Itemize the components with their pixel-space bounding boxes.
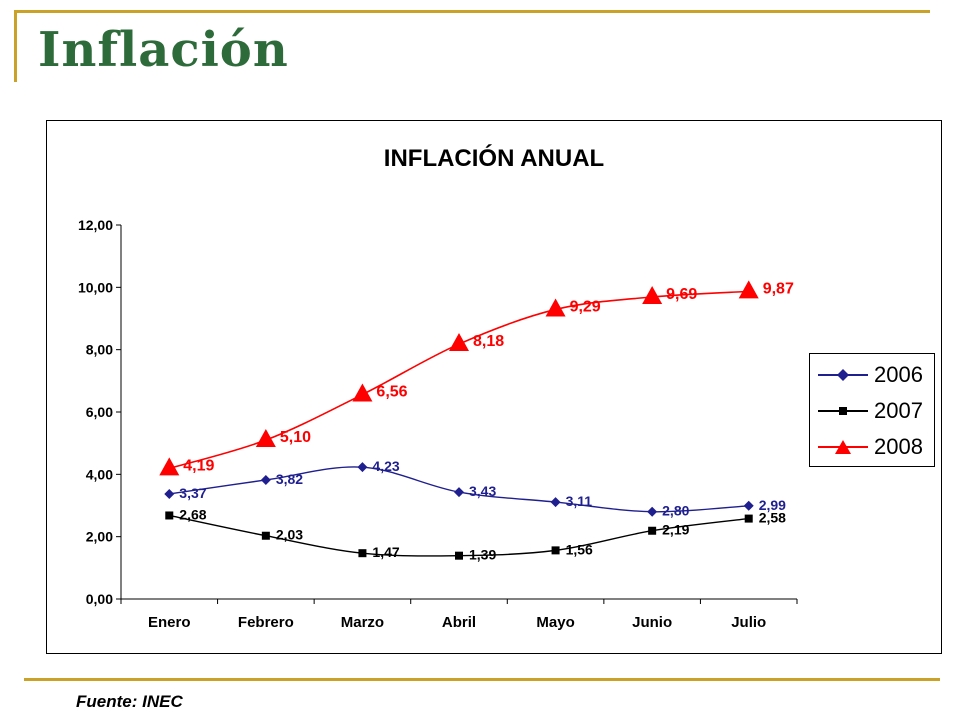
x-tick-label: Junio	[632, 614, 672, 631]
chart-title: INFLACIÓN ANUAL	[383, 145, 605, 172]
data-label-2007: 2,58	[759, 510, 786, 526]
data-point-2008	[159, 457, 180, 476]
bottom-accent-rule	[24, 678, 940, 681]
y-tick-label: 6,00	[86, 404, 113, 420]
data-label-2006: 3,11	[566, 493, 593, 509]
y-tick-label: 8,00	[86, 342, 113, 358]
chart-frame: INFLACIÓN ANUAL 0,00 2,00 4,00 6,00 8,00 10,0…	[46, 120, 942, 654]
x-tick-label: Marzo	[341, 614, 384, 631]
data-point-2008	[352, 383, 373, 402]
series-line-2008	[169, 290, 749, 470]
data-label-2006: 4,23	[372, 458, 399, 474]
y-tick-label: 10,00	[78, 279, 113, 295]
data-label-2006: 2,80	[662, 503, 689, 519]
data-point-2008	[449, 333, 469, 352]
data-point-2006	[164, 488, 175, 499]
data-point-2007	[261, 531, 270, 540]
x-tick-label: Julio	[731, 614, 766, 631]
line-chart: 0,00 2,00 4,00 6,00 8,00 10,00 12,00 Enero Febre…	[78, 217, 798, 631]
legend-label-2007: 2007	[874, 398, 923, 423]
slide-title: Inflación	[38, 22, 289, 78]
data-point-2007	[358, 549, 367, 558]
y-tick-label: 12,00	[78, 217, 113, 233]
legend-item-2007: 2007	[810, 394, 934, 428]
data-label-2007: 2,19	[662, 522, 689, 538]
data-label-2007: 1,39	[469, 547, 496, 563]
data-label-2006: 3,82	[276, 471, 303, 487]
y-tick-label: 0,00	[86, 591, 113, 607]
data-label-2006: 3,43	[469, 483, 496, 499]
data-point-2007	[165, 511, 174, 520]
x-tick-label: Febrero	[238, 614, 294, 631]
data-point-2008	[255, 429, 276, 448]
data-point-2007	[648, 526, 657, 535]
data-label-2008: 5,10	[280, 429, 311, 446]
data-point-2006	[260, 474, 271, 485]
top-accent-rule	[14, 10, 930, 13]
legend-item-2008: 2008	[810, 430, 934, 464]
data-label-2007: 2,03	[276, 527, 303, 543]
data-label-2008: 6,56	[376, 384, 407, 401]
data-point-2006	[454, 487, 464, 498]
data-label-2008: 9,87	[763, 280, 794, 297]
data-point-2006	[550, 497, 561, 508]
side-accent-rule	[14, 10, 17, 82]
data-point-2006	[357, 462, 368, 473]
x-tick-label: Abril	[442, 614, 476, 631]
y-tick-label: 4,00	[86, 466, 113, 482]
data-point-2006	[647, 506, 658, 517]
x-tick-label: Enero	[148, 614, 191, 631]
data-label-2006: 2,99	[759, 497, 786, 513]
data-label-2008: 9,69	[666, 286, 697, 303]
data-label-2007: 1,47	[372, 544, 399, 560]
data-point-2008	[642, 285, 663, 304]
data-label-2008: 4,19	[183, 457, 214, 474]
data-point-2007	[551, 546, 560, 555]
data-label-2007: 1,56	[566, 541, 593, 557]
source-note: Fuente: INEC	[76, 692, 183, 711]
legend-swatch-2006	[818, 369, 868, 381]
chart-legend: 2006 2007 2008	[809, 353, 935, 467]
legend-item-2006: 2006	[810, 358, 934, 392]
x-tick-label: Mayo	[536, 614, 574, 631]
data-point-2006	[743, 500, 754, 511]
data-point-2008	[545, 298, 566, 317]
y-tick-label: 2,00	[86, 529, 113, 545]
legend-label-2008: 2008	[874, 434, 923, 459]
legend-label-2006: 2006	[874, 362, 923, 387]
data-label-2006: 3,37	[179, 485, 206, 501]
data-point-2007	[455, 551, 463, 560]
data-label-2008: 9,29	[570, 298, 601, 315]
data-label-2008: 8,18	[473, 333, 504, 350]
data-point-2008	[738, 280, 759, 299]
data-point-2007	[744, 514, 753, 523]
data-label-2007: 2,68	[179, 506, 206, 522]
legend-swatch-2007	[818, 407, 868, 415]
legend-swatch-2008	[818, 440, 868, 454]
